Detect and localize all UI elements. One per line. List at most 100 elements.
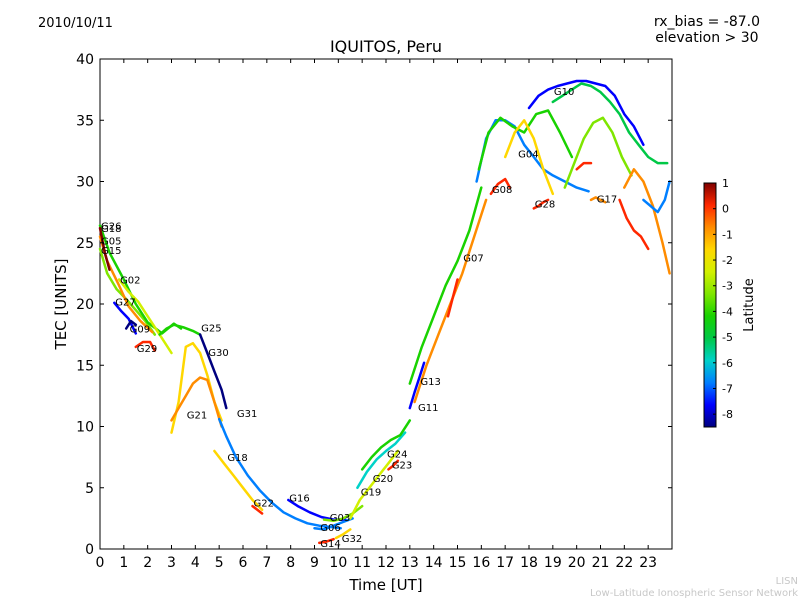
y-tick-label: 0 — [85, 542, 94, 558]
x-tick-label: 17 — [496, 555, 514, 571]
sat-label-25: G11 — [418, 403, 438, 414]
x-tick-label: 16 — [472, 555, 490, 571]
rx-bias-label: rx_bias = -87.0 — [653, 14, 760, 30]
series-line-13 — [217, 417, 342, 530]
series-line-36 — [563, 116, 633, 189]
colorbar-label: Latitude — [742, 278, 757, 332]
x-tick-label: 18 — [520, 555, 538, 571]
series-line-41 — [618, 198, 650, 251]
sat-label-22: G24 — [387, 449, 407, 460]
date-label: 2010/10/11 — [38, 16, 113, 31]
series-line-19 — [318, 537, 335, 545]
x-tick-label: 22 — [615, 555, 633, 571]
series-line-15 — [251, 504, 264, 515]
x-tick-label: 19 — [544, 555, 562, 571]
series-line-8 — [134, 340, 157, 352]
colorbar-tick-label: -3 — [722, 280, 733, 293]
y-tick-label: 40 — [76, 52, 94, 68]
series-line-14 — [213, 449, 264, 512]
colorbar-tick-label: 0 — [722, 203, 729, 216]
sat-label-15: G16 — [289, 494, 309, 505]
sat-label-12: G31 — [237, 409, 257, 420]
series-line-25 — [408, 361, 426, 410]
series-line-22 — [356, 431, 407, 490]
x-tick-label: 9 — [310, 555, 319, 571]
sat-label-31: G17 — [597, 195, 617, 206]
sat-label-7: G09 — [130, 325, 150, 336]
y-tick-label: 10 — [76, 420, 94, 436]
sat-label-24: G13 — [420, 377, 440, 388]
x-tick-label: 1 — [119, 555, 128, 571]
colorbar — [703, 182, 717, 428]
series-line-18 — [322, 504, 364, 523]
sat-label-2: G18 — [101, 224, 121, 235]
series-line-21 — [349, 449, 400, 520]
sat-label-17: G06 — [320, 523, 340, 534]
chart-title: IQUITOS, Peru — [329, 37, 443, 56]
series-line-31 — [489, 177, 512, 196]
series-line-9 — [158, 323, 202, 336]
sat-label-26: G07 — [463, 253, 483, 264]
y-axis-label: TEC [UNITS] — [52, 259, 70, 351]
series-line-4 — [98, 226, 111, 271]
x-tick-label: 5 — [215, 555, 224, 571]
sat-label-23: G23 — [392, 460, 412, 471]
x-tick-label: 23 — [639, 555, 657, 571]
footer-lisn: LISN — [775, 576, 798, 587]
x-tick-label: 14 — [425, 555, 443, 571]
sat-label-21: G20 — [373, 474, 393, 485]
colorbar-tick-label: 1 — [722, 177, 729, 190]
series-line-17 — [313, 517, 354, 531]
x-tick-label: 2 — [143, 555, 152, 571]
sat-label-11: G21 — [187, 410, 207, 421]
series-line-34 — [527, 79, 645, 147]
x-tick-label: 12 — [377, 555, 395, 571]
x-tick-label: 21 — [592, 555, 610, 571]
y-tick-label: 5 — [85, 481, 94, 497]
series-line-35 — [551, 82, 669, 165]
colorbar-tick-label: -2 — [722, 254, 733, 267]
sat-label-13: G18 — [227, 453, 247, 464]
series-line-6 — [113, 301, 138, 335]
series-line-23 — [360, 419, 412, 471]
series-line-10 — [198, 333, 228, 410]
sat-label-14: G22 — [254, 498, 274, 509]
elevation-label: elevation > 30 — [655, 30, 759, 46]
series-line-12 — [170, 376, 223, 428]
series-line-33 — [532, 198, 550, 210]
footer-network: Low-Latitude Ionospheric Sensor Network — [590, 588, 798, 599]
y-tick-label: 15 — [76, 358, 94, 374]
sat-label-8: G29 — [137, 344, 157, 355]
colorbar-tick-label: -4 — [722, 305, 733, 318]
x-tick-label: 15 — [449, 555, 467, 571]
sat-label-19: G14 — [320, 539, 340, 550]
colorbar-tick-label: -1 — [722, 228, 733, 241]
sat-label-5: G02 — [120, 276, 140, 287]
series-line-5 — [117, 278, 173, 355]
colorbar-tick-label: -7 — [722, 382, 733, 395]
sat-label-30: G10 — [554, 87, 574, 98]
sat-label-27: G08 — [492, 185, 512, 196]
y-tick-label: 20 — [76, 297, 94, 313]
x-tick-label: 13 — [401, 555, 419, 571]
sat-label-1: G26 — [101, 222, 121, 233]
sat-label-18: G32 — [342, 534, 362, 545]
colorbar-tick-label: -8 — [722, 408, 733, 421]
series-line-32 — [503, 119, 555, 196]
series-line-38 — [589, 196, 607, 204]
y-tick-label: 25 — [76, 236, 94, 252]
sat-label-16: G03 — [330, 513, 350, 524]
x-tick-label: 7 — [262, 555, 271, 571]
colorbar-tick-label: -6 — [722, 357, 733, 370]
y-tick-label: 30 — [76, 175, 94, 191]
sat-label-6: G27 — [115, 298, 135, 309]
x-axis-label: Time [UT] — [348, 576, 422, 594]
rx-info: rx_bias = -87.0 elevation > 30 — [654, 14, 760, 46]
series-line-37 — [575, 161, 593, 171]
sat-label-29: G28 — [535, 200, 555, 211]
x-tick-label: 4 — [191, 555, 200, 571]
series-line-26 — [408, 186, 483, 385]
x-tick-label: 11 — [353, 555, 371, 571]
x-tick-label: 6 — [239, 555, 248, 571]
